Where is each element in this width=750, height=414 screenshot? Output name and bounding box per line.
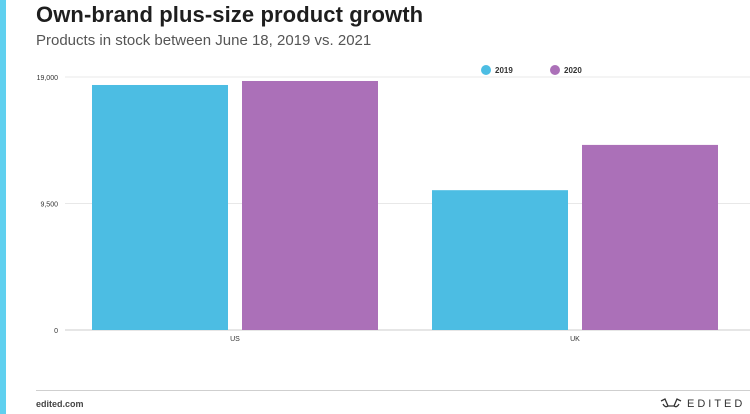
legend-swatch-2020 — [550, 65, 560, 75]
legend-label: 2020 — [564, 66, 582, 75]
y-tick-label: 9,500 — [40, 202, 58, 209]
bar-chart: 0 9,500 19,000 US UK 2019 2020 — [37, 65, 750, 343]
page-subtitle: Products in stock between June 18, 2019 … — [36, 32, 372, 49]
logo-text: EDITED — [687, 398, 746, 410]
legend-swatch-2019 — [481, 65, 491, 75]
bar-2019-us — [92, 84, 228, 330]
footer-divider — [36, 390, 750, 391]
x-tick-label: UK — [570, 336, 580, 343]
y-tick-label: 19,000 — [37, 75, 59, 82]
bar-2020-uk — [582, 144, 718, 330]
bar-2020-us — [242, 80, 378, 330]
page-title: Own-brand plus-size product growth — [36, 2, 424, 27]
bar-2019-uk — [432, 190, 568, 330]
legend-label: 2019 — [495, 66, 513, 75]
edited-logo: EDITED — [660, 396, 745, 412]
y-tick-label: 0 — [54, 328, 58, 335]
footer-source[interactable]: edited.com — [36, 399, 84, 409]
edited-glasses-icon — [660, 398, 682, 408]
accent-side-bar — [0, 0, 6, 414]
x-tick-label: US — [230, 336, 240, 343]
